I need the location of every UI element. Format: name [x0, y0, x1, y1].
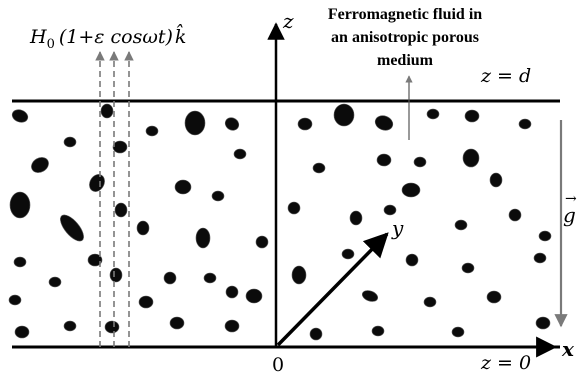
medium-title-line-1: Ferromagnetic fluid in — [328, 6, 482, 23]
particle — [224, 117, 240, 131]
particle — [454, 219, 468, 231]
field-k-hat: k̂ — [175, 23, 187, 48]
particle — [376, 153, 392, 167]
particle — [341, 248, 355, 260]
particle — [112, 140, 128, 154]
particle — [48, 276, 62, 288]
particle — [255, 235, 269, 249]
particle — [508, 208, 522, 222]
particle — [203, 272, 217, 284]
particle — [163, 271, 177, 285]
particle — [518, 118, 532, 130]
z-axis-label: z — [282, 9, 294, 33]
particle — [309, 327, 323, 341]
particle — [533, 252, 547, 264]
particle — [401, 182, 421, 198]
particle — [195, 227, 211, 249]
particle — [9, 191, 31, 219]
field-H: H — [29, 26, 47, 48]
gravity-vector-arrow: → — [565, 191, 577, 207]
top-boundary-label: z = d — [480, 65, 531, 87]
particle — [145, 125, 159, 137]
particle — [413, 156, 427, 168]
medium-title-line-2: an anisotropic porous — [331, 29, 479, 46]
field-H-subscript: 0 — [47, 37, 55, 52]
particle — [14, 325, 30, 339]
particle — [114, 202, 128, 218]
particle — [291, 265, 307, 285]
particle — [60, 214, 84, 242]
particle — [486, 290, 502, 304]
particle — [184, 110, 206, 136]
particle — [87, 253, 103, 267]
particle — [349, 210, 363, 226]
particle — [462, 148, 480, 168]
particle — [224, 319, 240, 333]
particle — [63, 136, 77, 148]
particle — [169, 316, 185, 330]
particle — [89, 174, 105, 192]
porous-particles — [8, 103, 552, 341]
particle — [535, 316, 551, 330]
particle — [211, 190, 225, 202]
particle — [426, 108, 440, 120]
particle — [461, 262, 475, 274]
particle — [11, 109, 29, 123]
particle — [100, 103, 114, 119]
particle — [312, 162, 326, 174]
particle — [13, 256, 27, 268]
bottom-boundary-label: z = 0 — [480, 352, 531, 374]
particle — [451, 326, 465, 338]
particle — [423, 296, 437, 308]
gravity-label: g — [563, 203, 576, 227]
particle — [333, 103, 355, 127]
particle — [63, 320, 77, 332]
field-label: H0 (1+ε cosωt) k̂ — [29, 23, 186, 52]
medium-title-line-3: medium — [377, 52, 434, 69]
y-axis — [276, 232, 389, 347]
x-axis-label: x — [561, 337, 575, 361]
particle — [405, 253, 419, 267]
particle — [31, 157, 49, 173]
particle — [489, 172, 503, 188]
particle — [104, 320, 120, 334]
origin-label: 0 — [272, 354, 284, 374]
particle — [245, 288, 263, 304]
particle — [8, 294, 22, 306]
particle — [383, 204, 397, 216]
particle — [361, 290, 379, 302]
particle — [287, 201, 301, 215]
particle — [464, 109, 480, 123]
particle — [138, 295, 154, 309]
particle — [109, 267, 123, 283]
particle — [538, 230, 552, 242]
particle — [233, 148, 247, 160]
particle — [374, 115, 394, 131]
particle — [174, 179, 192, 195]
particle — [371, 325, 385, 337]
y-axis-label: y — [391, 216, 404, 240]
field-expression: (1+ε cosωt) — [59, 26, 173, 48]
particle — [297, 117, 313, 131]
particle — [136, 220, 150, 236]
particle — [225, 285, 239, 299]
